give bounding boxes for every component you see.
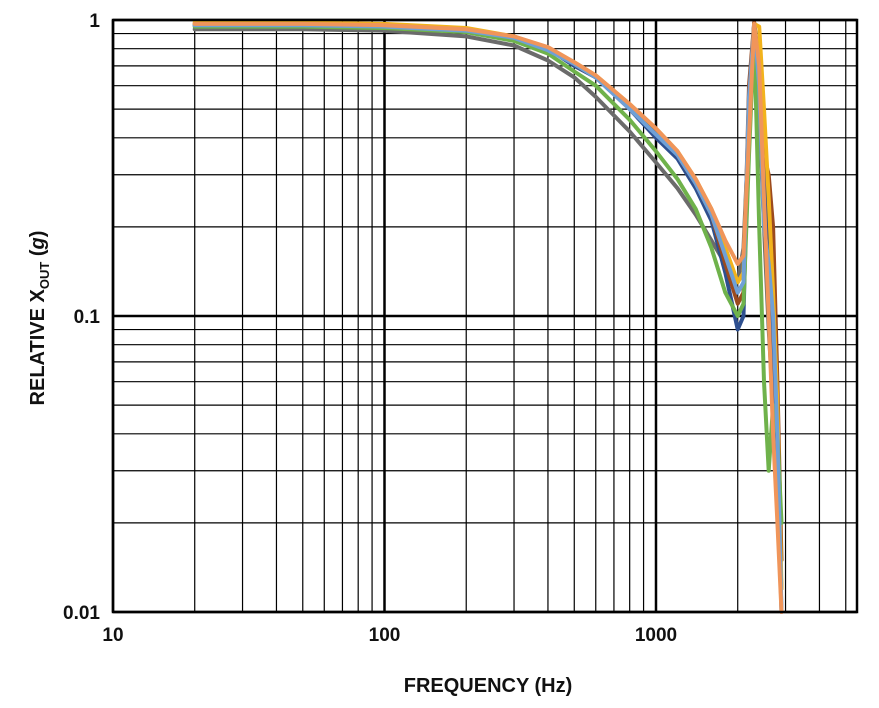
series-line-orange [192, 21, 784, 614]
series-line-brown [192, 20, 784, 562]
series-line-green [192, 24, 784, 525]
series-line-yellow [192, 20, 784, 591]
x-axis-label: FREQUENCY (Hz) [404, 675, 573, 697]
y-axis-label-close: ) [27, 231, 49, 238]
series-lines [192, 20, 784, 614]
x-tick-label: 100 [369, 625, 401, 646]
grid [111, 18, 857, 614]
y-axis-label: RELATIVE XOUT (g) [27, 231, 52, 406]
x-tick-label: 1000 [635, 625, 677, 646]
x-tick-label: 10 [102, 625, 123, 646]
series-line-gray [192, 24, 784, 591]
plot-frame [111, 18, 859, 614]
tick-labels: 10 100 1000 0.01 0.1 1 [63, 11, 677, 646]
y-axis-label-prefix: RELATIVE X [27, 288, 49, 405]
y-tick-label: 0.01 [63, 603, 100, 624]
y-tick-label: 0.1 [74, 307, 101, 328]
y-axis-label-subscript: OUT [37, 262, 52, 290]
y-axis-label-suffix: ( [27, 249, 49, 262]
series-line-light-blue [192, 23, 784, 614]
series-line-dark-blue [192, 20, 784, 614]
y-axis-label-unit: g [27, 237, 49, 250]
y-tick-label: 1 [89, 11, 100, 32]
